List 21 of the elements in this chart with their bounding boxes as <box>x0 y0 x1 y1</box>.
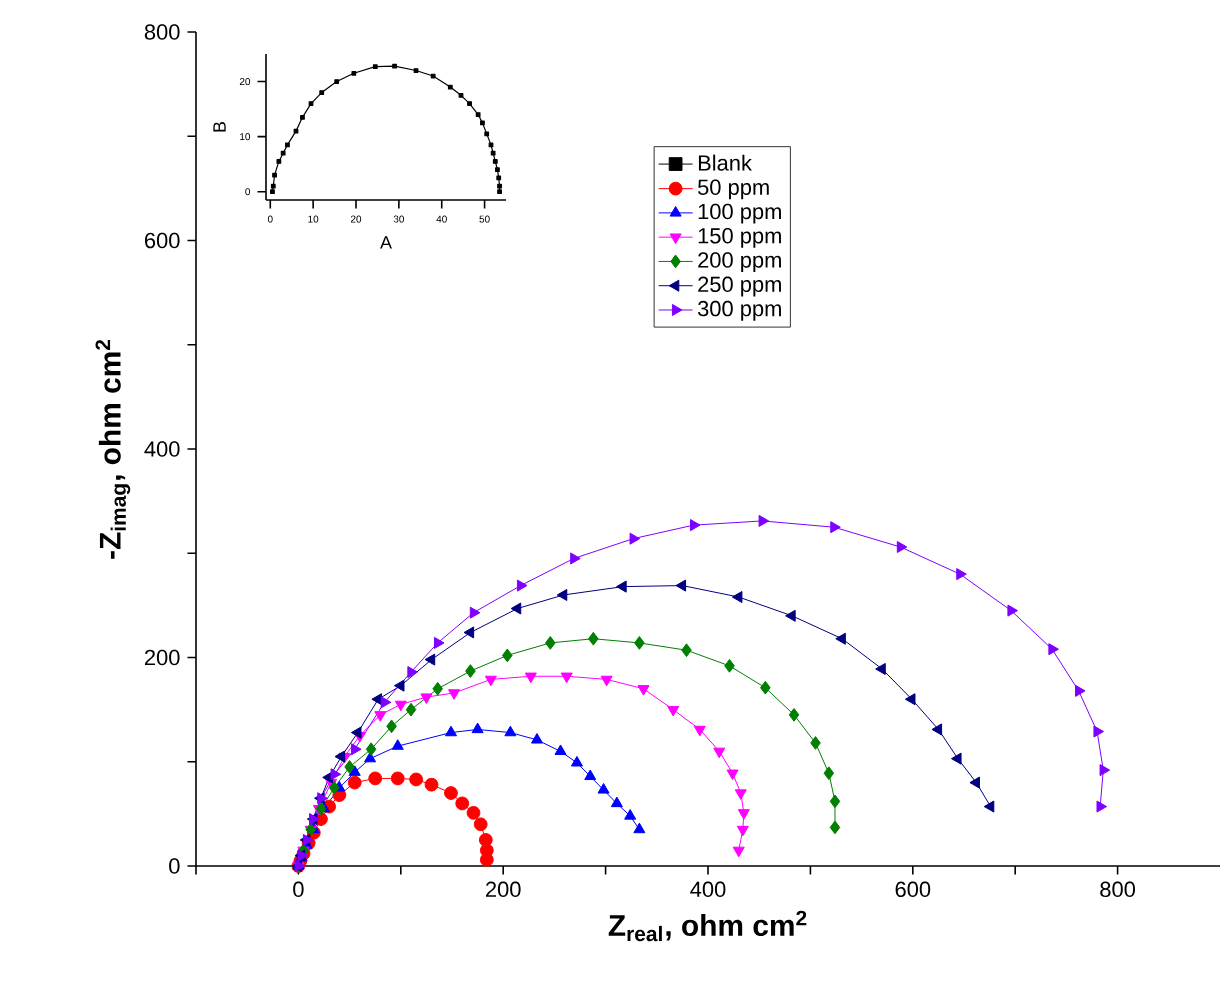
y-tick-label: 200 <box>144 649 180 666</box>
legend-label: 100 ppm <box>698 203 781 224</box>
x-axis-title: Z$_{real}$, ohm cm$^{2}$ <box>608 910 807 942</box>
y-axis-title: -Z$_{imag}$, ohm cm$^{2}$ <box>95 339 131 559</box>
y-tick-label: 600 <box>145 232 180 249</box>
x-tick-label: 600 <box>895 881 931 898</box>
x-tick-label: 400 <box>690 881 726 898</box>
y-tick-label: 400 <box>144 441 180 457</box>
legend-label: 50 ppm <box>697 179 769 200</box>
y-tick-label: 800 <box>144 24 180 40</box>
x-tick-label: 200 <box>486 881 521 898</box>
legend-label: 300 ppm <box>697 300 781 321</box>
legend-label: 150 ppm <box>698 228 781 248</box>
legend-label: 250 ppm <box>698 276 781 297</box>
x-axis-title: A <box>380 236 392 249</box>
x-tick-label: 800 <box>1100 881 1136 898</box>
y-tick-label: 0 <box>169 858 180 874</box>
legend-label: Blank <box>698 154 752 171</box>
legend-label: 200 ppm <box>698 252 781 273</box>
x-tick-label: 0 <box>293 881 304 898</box>
y-axis-title: B <box>213 121 226 132</box>
